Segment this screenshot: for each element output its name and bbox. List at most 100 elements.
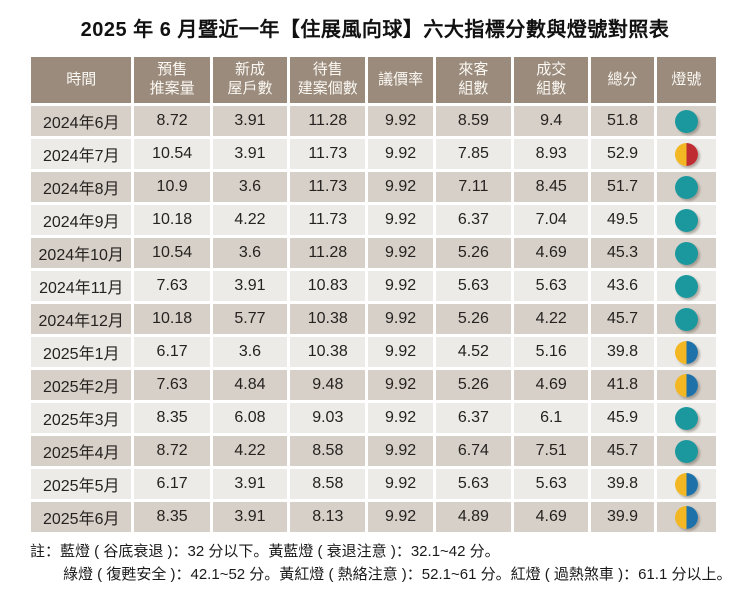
cell-value: 11.73 <box>290 172 366 202</box>
cell-value: 7.63 <box>134 271 210 301</box>
column-header: 成交 組數 <box>514 57 589 103</box>
column-header: 總分 <box>591 57 654 103</box>
cell-time: 2024年7月 <box>31 139 132 169</box>
cell-value: 8.45 <box>514 172 589 202</box>
page-title: 2025 年 6 月暨近一年【住展風向球】六大指標分數與燈號對照表 <box>80 19 670 41</box>
cell-value: 6.17 <box>134 337 210 367</box>
light-yellow-blue-icon <box>674 472 698 496</box>
cell-light <box>656 106 716 136</box>
light-yellow-blue-icon <box>674 340 698 364</box>
cell-value: 4.69 <box>514 370 589 400</box>
cell-value: 9.4 <box>514 106 589 136</box>
cell-light <box>656 337 716 367</box>
cell-value: 8.59 <box>435 106 512 136</box>
legend-notes: 註：藍燈 ( 谷底衰退 )：32 分以下。黃藍燈 ( 衰退注意 )：32.1~4… <box>30 540 750 587</box>
column-header: 新成 屋戶數 <box>212 57 288 103</box>
cell-value: 9.92 <box>368 502 433 532</box>
cell-value: 10.38 <box>290 337 366 367</box>
cell-light <box>656 469 716 499</box>
cell-value: 41.8 <box>591 370 654 400</box>
light-green-icon <box>674 241 698 265</box>
light-yellow-red-icon <box>674 142 698 166</box>
cell-value: 5.63 <box>435 271 512 301</box>
indicator-table: 時間 預售 推案量 新成 屋戶數 待售 建案個數 議價率 來客 組數 成交 組數 總分 燈號 2… <box>28 54 719 535</box>
column-header: 待售 建案個數 <box>290 57 366 103</box>
cell-value: 9.92 <box>368 403 433 433</box>
cell-value: 3.91 <box>212 106 288 136</box>
cell-value: 4.69 <box>514 502 589 532</box>
cell-light <box>656 502 716 532</box>
cell-value: 8.58 <box>290 436 366 466</box>
cell-value: 45.7 <box>591 436 654 466</box>
cell-value: 39.8 <box>591 337 654 367</box>
cell-value: 6.74 <box>435 436 512 466</box>
cell-value: 3.6 <box>212 238 288 268</box>
cell-value: 9.92 <box>368 337 433 367</box>
cell-value: 10.18 <box>134 304 210 334</box>
cell-light <box>656 403 716 433</box>
table-row: 2024年9月 10.18 4.22 11.73 9.92 6.37 7.04 49.5 <box>31 205 716 235</box>
cell-value: 45.9 <box>591 403 654 433</box>
cell-time: 2025年5月 <box>31 469 132 499</box>
cell-value: 10.54 <box>134 238 210 268</box>
cell-value: 10.38 <box>290 304 366 334</box>
cell-value: 9.92 <box>368 436 433 466</box>
cell-value: 9.92 <box>368 370 433 400</box>
cell-value: 6.37 <box>435 403 512 433</box>
cell-value: 4.22 <box>212 436 288 466</box>
cell-value: 9.03 <box>290 403 366 433</box>
column-header: 來客 組數 <box>435 57 512 103</box>
column-header: 議價率 <box>368 57 433 103</box>
cell-value: 6.08 <box>212 403 288 433</box>
table-row: 2024年12月 10.18 5.77 10.38 9.92 5.26 4.22 45.7 <box>31 304 716 334</box>
cell-value: 5.16 <box>514 337 589 367</box>
cell-value: 10.54 <box>134 139 210 169</box>
cell-time: 2024年9月 <box>31 205 132 235</box>
cell-value: 10.83 <box>290 271 366 301</box>
cell-value: 5.77 <box>212 304 288 334</box>
cell-time: 2024年11月 <box>31 271 132 301</box>
cell-value: 6.1 <box>514 403 589 433</box>
cell-value: 7.51 <box>514 436 589 466</box>
cell-time: 2024年12月 <box>31 304 132 334</box>
table-row: 2025年2月 7.63 4.84 9.48 9.92 5.26 4.69 41.8 <box>31 370 716 400</box>
table-header: 時間 預售 推案量 新成 屋戶數 待售 建案個數 議價率 來客 組數 成交 組數 總分 燈號 <box>31 57 716 103</box>
cell-value: 8.93 <box>514 139 589 169</box>
cell-value: 4.22 <box>212 205 288 235</box>
cell-time: 2025年3月 <box>31 403 132 433</box>
cell-light <box>656 370 716 400</box>
light-green-icon <box>674 109 698 133</box>
cell-value: 39.9 <box>591 502 654 532</box>
cell-value: 6.17 <box>134 469 210 499</box>
cell-value: 5.26 <box>435 238 512 268</box>
cell-value: 10.9 <box>134 172 210 202</box>
light-green-icon <box>674 307 698 331</box>
cell-value: 4.52 <box>435 337 512 367</box>
cell-value: 8.35 <box>134 502 210 532</box>
cell-value: 3.6 <box>212 337 288 367</box>
cell-value: 9.92 <box>368 238 433 268</box>
cell-light <box>656 172 716 202</box>
light-green-icon <box>674 208 698 232</box>
cell-value: 9.92 <box>368 469 433 499</box>
table-row: 2025年1月 6.17 3.6 10.38 9.92 4.52 5.16 39.8 <box>31 337 716 367</box>
table-row: 2025年5月 6.17 3.91 8.58 9.92 5.63 5.63 39.8 <box>31 469 716 499</box>
cell-value: 5.63 <box>514 469 589 499</box>
cell-value: 3.91 <box>212 469 288 499</box>
table-row: 2024年11月 7.63 3.91 10.83 9.92 5.63 5.63 43.6 <box>31 271 716 301</box>
column-header: 時間 <box>31 57 132 103</box>
cell-value: 3.91 <box>212 139 288 169</box>
cell-value: 4.69 <box>514 238 589 268</box>
table-row: 2025年6月 8.35 3.91 8.13 9.92 4.89 4.69 39.9 <box>31 502 716 532</box>
cell-value: 11.73 <box>290 205 366 235</box>
cell-value: 7.63 <box>134 370 210 400</box>
cell-light <box>656 304 716 334</box>
header-row: 時間 預售 推案量 新成 屋戶數 待售 建案個數 議價率 來客 組數 成交 組數 總分 燈號 <box>31 57 716 103</box>
cell-value: 51.7 <box>591 172 654 202</box>
cell-value: 9.92 <box>368 271 433 301</box>
cell-value: 9.92 <box>368 172 433 202</box>
cell-light <box>656 238 716 268</box>
cell-value: 5.63 <box>514 271 589 301</box>
cell-value: 7.85 <box>435 139 512 169</box>
cell-value: 3.91 <box>212 502 288 532</box>
